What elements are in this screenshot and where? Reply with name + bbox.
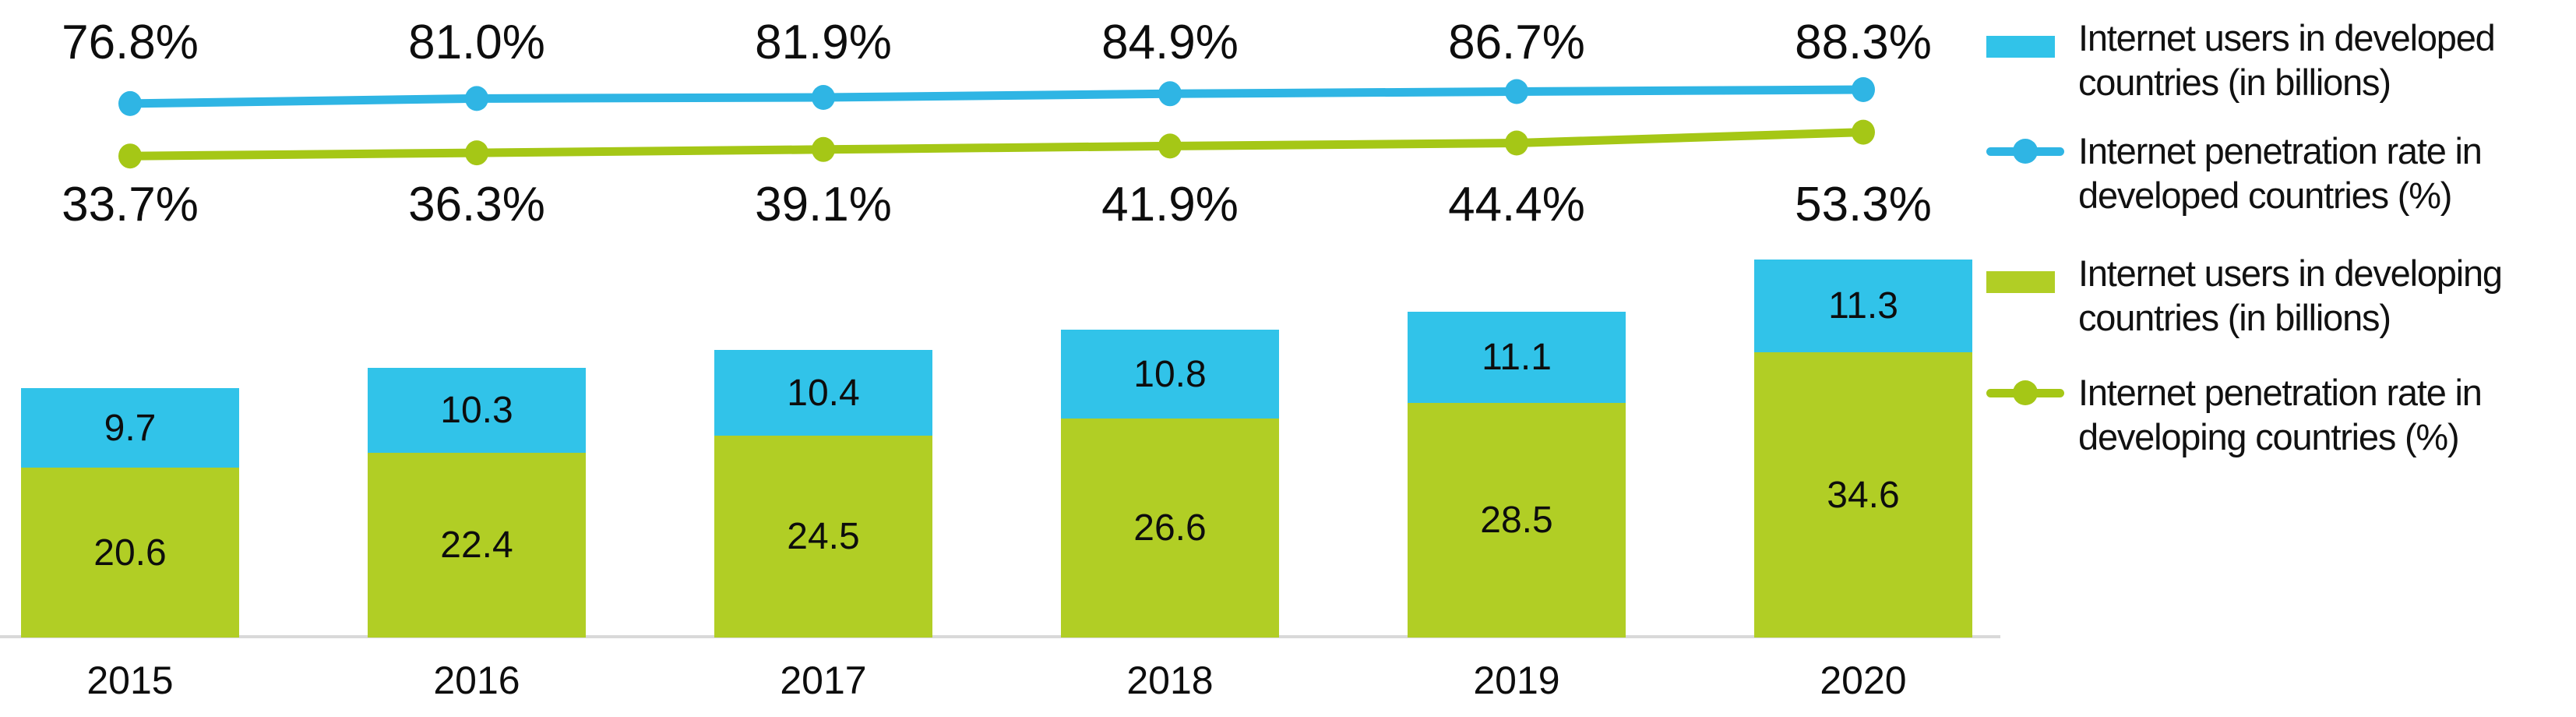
- marker-developed: [1852, 77, 1875, 102]
- bar-value-developed: 10.3: [440, 390, 513, 431]
- line-value-label-developing: 33.7%: [62, 178, 199, 231]
- legend-label-users-developing: Internet users in developing countries (…: [2078, 251, 2576, 340]
- marker-developed: [465, 86, 488, 111]
- legend-label-line: Internet users in developed: [2078, 17, 2496, 58]
- line-value-label-developed: 81.9%: [755, 16, 892, 69]
- marker-developing: [465, 140, 488, 166]
- penetration-lines: [118, 77, 1875, 169]
- bar-value-developed: 11.1: [1482, 337, 1552, 378]
- legend-label-line: developing countries (%): [2078, 416, 2460, 457]
- marker-developing: [1505, 130, 1528, 156]
- bar-segment-developed: 11.3: [1754, 260, 1972, 352]
- line-value-label-developing: 53.3%: [1795, 178, 1932, 231]
- bar-segment-developed: 9.7: [21, 388, 239, 468]
- x-axis-label: 2019: [1473, 659, 1560, 702]
- legend-label-line: Internet users in developing: [2078, 253, 2503, 294]
- legend-item-users-developing: Internet users in developing countries (…: [1986, 251, 2576, 340]
- legend-label-penetration-developing: Internet penetration rate in developing …: [2078, 370, 2576, 459]
- marker-developing: [118, 143, 142, 169]
- x-axis-label: 2018: [1126, 659, 1214, 702]
- marker-developed: [812, 85, 835, 110]
- bar-value-developed: 10.8: [1133, 353, 1207, 395]
- legend-label-penetration-developed: Internet penetration rate in developed c…: [2078, 129, 2576, 217]
- bar-segment-developing: 22.4: [368, 453, 586, 638]
- bar-value-developing: 22.4: [440, 525, 513, 566]
- bar-segment-developed: 10.8: [1061, 330, 1279, 419]
- legend-bar-swatch-developing-icon: [1986, 271, 2055, 293]
- bar-value-developed: 10.4: [787, 372, 860, 414]
- legend-label-line: Internet penetration rate in: [2078, 130, 2483, 171]
- legend-line-marker-developing-icon: [1986, 370, 2064, 415]
- bar-value-developed: 11.3: [1828, 285, 1898, 327]
- x-axis-label: 2016: [433, 659, 520, 702]
- line-value-label-developing: 36.3%: [408, 178, 545, 231]
- marker-developed: [1505, 79, 1528, 104]
- bar-segment-developed: 11.1: [1408, 312, 1626, 403]
- legend-label-line: developed countries (%): [2078, 175, 2452, 216]
- line-value-label-developing: 41.9%: [1101, 178, 1239, 231]
- bar-value-developed: 9.7: [104, 407, 157, 449]
- bar-value-developing: 34.6: [1827, 474, 1900, 516]
- marker-developed: [118, 90, 142, 116]
- marker-developing: [812, 136, 835, 162]
- line-value-label-developed: 84.9%: [1101, 16, 1239, 69]
- legend-item-penetration-developing: Internet penetration rate in developing …: [1986, 370, 2576, 459]
- legend-item-penetration-developed: Internet penetration rate in developed c…: [1986, 129, 2576, 217]
- plot-area: 20.6 9.7 2015 76.8% 33.7% 22.4 10.3 2016 81.0% 36…: [0, 16, 2000, 702]
- line-value-label-developed: 88.3%: [1795, 16, 1932, 69]
- bar-segment-developing: 24.5: [714, 436, 932, 638]
- bar-segment-developed: 10.3: [368, 368, 586, 453]
- marker-developed: [1158, 81, 1182, 107]
- marker-developing: [1852, 119, 1875, 145]
- line-developed: [125, 85, 1868, 108]
- bar-segment-developing: 34.6: [1754, 352, 1972, 638]
- bar-segment-developing: 26.6: [1061, 419, 1279, 638]
- bar-segment-developed: 10.4: [714, 350, 932, 436]
- marker-developing: [1158, 133, 1182, 159]
- line-value-label-developing: 44.4%: [1448, 178, 1585, 231]
- legend-line-marker-developed-icon: [1986, 129, 2064, 173]
- line-developing: [125, 128, 1868, 161]
- legend-item-users-developed: Internet users in developed countries (i…: [1986, 16, 2576, 104]
- legend-label-line: Internet penetration rate in: [2078, 372, 2483, 413]
- legend: Internet users in developed countries (i…: [1986, 0, 2576, 717]
- bar-value-developing: 26.6: [1133, 507, 1207, 549]
- bar-value-developing: 28.5: [1480, 500, 1553, 541]
- bar-value-developing: 20.6: [93, 532, 167, 574]
- bar-value-developing: 24.5: [787, 516, 860, 557]
- line-value-label-developing: 39.1%: [755, 178, 892, 231]
- bar-segment-developing: 28.5: [1408, 403, 1626, 638]
- x-axis-line: [0, 635, 2000, 638]
- legend-label-users-developed: Internet users in developed countries (i…: [2078, 16, 2576, 104]
- legend-label-line: countries (in billions): [2078, 297, 2391, 338]
- x-axis-label: 2015: [86, 659, 174, 702]
- legend-bar-swatch-developed-icon: [1986, 36, 2055, 58]
- line-value-label-developed: 81.0%: [408, 16, 545, 69]
- x-axis-label: 2020: [1820, 659, 1907, 702]
- legend-label-line: countries (in billions): [2078, 62, 2391, 103]
- line-value-label-developed: 76.8%: [62, 16, 199, 69]
- bar-segment-developing: 20.6: [21, 468, 239, 638]
- x-axis-label: 2017: [780, 659, 867, 702]
- line-value-label-developed: 86.7%: [1448, 16, 1585, 69]
